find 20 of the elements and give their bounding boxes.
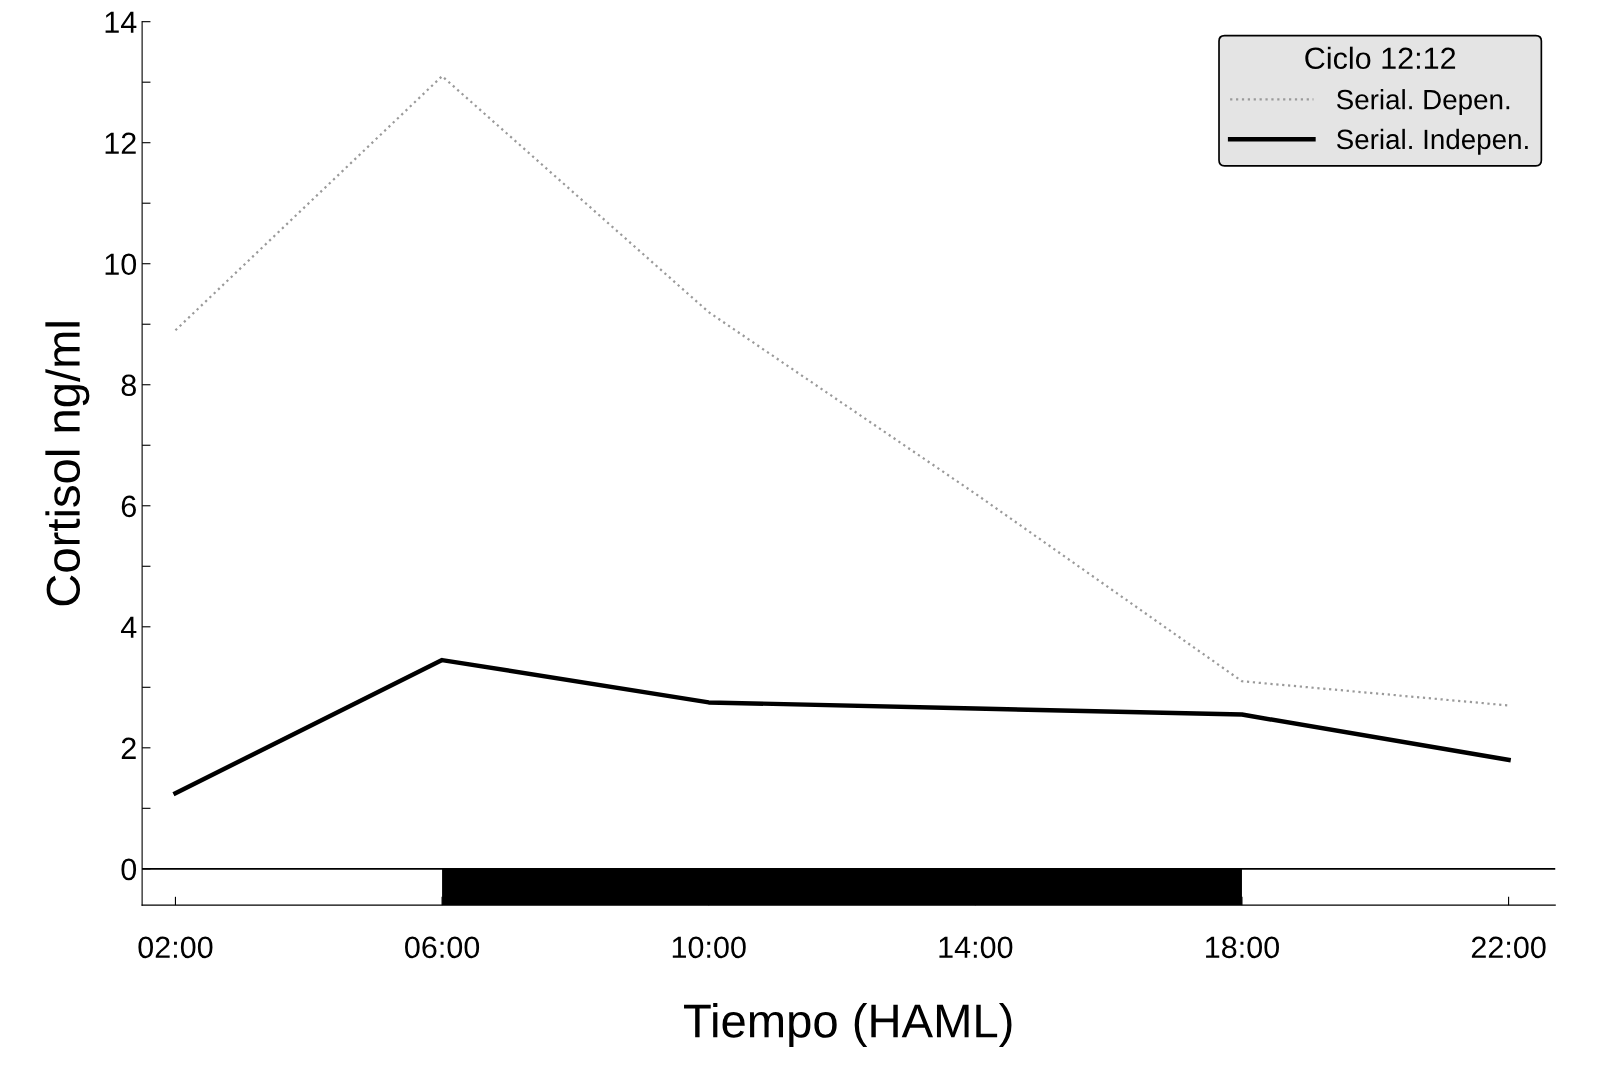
x-tick-label: 22:00 bbox=[1471, 936, 1546, 959]
y-axis-title: Cortisol ng/ml bbox=[45, 322, 90, 606]
y-tick-label: 4 bbox=[120, 616, 137, 638]
y-tick-label: 2 bbox=[121, 737, 136, 759]
y-tick-label: 14 bbox=[105, 11, 137, 33]
y-tick-label: 8 bbox=[121, 374, 136, 397]
line-series bbox=[173, 657, 1511, 796]
y-tick-label: 6 bbox=[121, 495, 136, 518]
x-tick-label: 14:00 bbox=[939, 936, 1013, 959]
x-tick-label: 18:00 bbox=[1206, 936, 1279, 959]
legend-label: Serial. Indepen. bbox=[1336, 128, 1528, 155]
x-axis-title: Tiempo (HAML) bbox=[684, 1003, 1012, 1048]
legend-label: Serial. Depen. bbox=[1336, 89, 1510, 115]
x-tick-label: 02:00 bbox=[138, 936, 213, 959]
y-tick-label: 10 bbox=[105, 253, 137, 276]
y-tick-label: 0 bbox=[121, 858, 137, 881]
x-tick-label: 06:00 bbox=[405, 936, 480, 959]
y-tick-label: 12 bbox=[105, 132, 136, 154]
legend-title: Ciclo 12:12 bbox=[1305, 46, 1456, 70]
x-tick-label: 10:00 bbox=[672, 936, 746, 959]
